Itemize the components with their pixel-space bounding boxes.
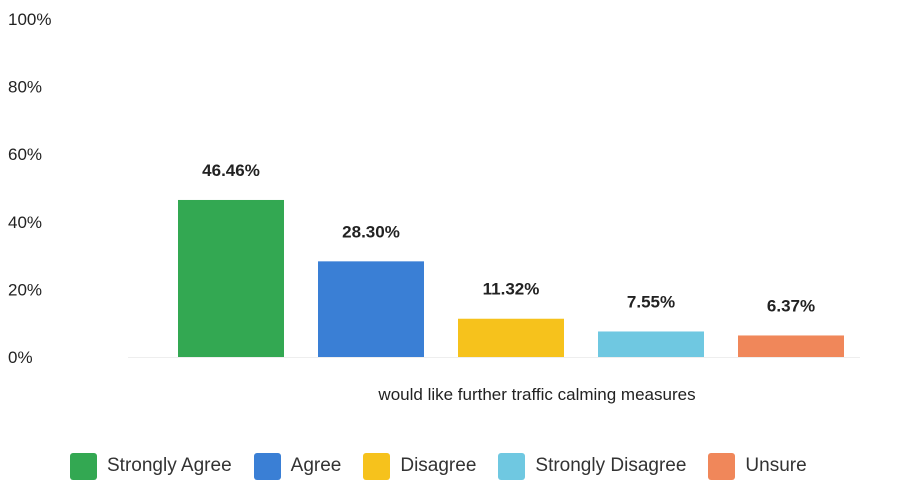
y-tick-label: 80% bbox=[8, 78, 42, 97]
data-labels-group: 46.46% 28.30% 11.32% 7.55% 6.37% bbox=[202, 161, 815, 316]
bar-strongly-agree[interactable] bbox=[178, 199, 284, 357]
legend-item-strongly-agree[interactable]: Strongly Agree bbox=[70, 452, 232, 480]
bar-agree[interactable] bbox=[318, 261, 424, 357]
y-tick-label: 0% bbox=[8, 348, 33, 367]
legend: Strongly Agree Agree Disagree Strongly D… bbox=[0, 449, 920, 483]
y-tick-label: 20% bbox=[8, 280, 42, 299]
bars-group bbox=[178, 199, 844, 357]
bar-chart: 0% 20% 40% 60% 80% 100% 46.46% 28.30% 11.32% 7.5… bbox=[8, 10, 860, 404]
data-label-strongly-disagree: 7.55% bbox=[627, 292, 675, 311]
data-label-strongly-agree: 46.46% bbox=[202, 161, 260, 180]
y-tick-label: 100% bbox=[8, 10, 51, 29]
data-label-disagree: 11.32% bbox=[483, 280, 540, 299]
legend-item-disagree[interactable]: Disagree bbox=[363, 452, 477, 480]
bar-unsure[interactable] bbox=[738, 335, 844, 357]
legend-item-unsure[interactable]: Unsure bbox=[708, 452, 807, 480]
legend-label-disagree: Disagree bbox=[400, 455, 477, 476]
legend-swatch-strongly-disagree bbox=[498, 452, 526, 480]
legend-swatch-strongly-agree bbox=[70, 452, 97, 480]
legend-swatch-disagree bbox=[363, 452, 391, 480]
legend-swatch-unsure bbox=[708, 452, 736, 480]
legend-item-strongly-disagree[interactable]: Strongly Disagree bbox=[498, 452, 687, 480]
data-label-unsure: 6.37% bbox=[767, 296, 815, 315]
category-label: would like further traffic calming measu… bbox=[377, 385, 695, 404]
data-label-agree: 28.30% bbox=[342, 222, 400, 241]
legend-label-unsure: Unsure bbox=[745, 455, 807, 476]
bar-disagree[interactable] bbox=[458, 318, 564, 357]
legend-label-strongly-agree: Strongly Agree bbox=[107, 455, 232, 476]
y-axis-ticks: 0% 20% 40% 60% 80% 100% bbox=[8, 10, 51, 367]
legend-label-strongly-disagree: Strongly Disagree bbox=[535, 455, 687, 476]
y-tick-label: 40% bbox=[8, 213, 42, 232]
legend-item-agree[interactable]: Agree bbox=[253, 452, 342, 480]
legend-label-agree: Agree bbox=[290, 455, 342, 476]
bar-strongly-disagree[interactable] bbox=[598, 331, 704, 357]
y-tick-label: 60% bbox=[8, 145, 42, 164]
legend-swatch-agree bbox=[253, 452, 281, 480]
